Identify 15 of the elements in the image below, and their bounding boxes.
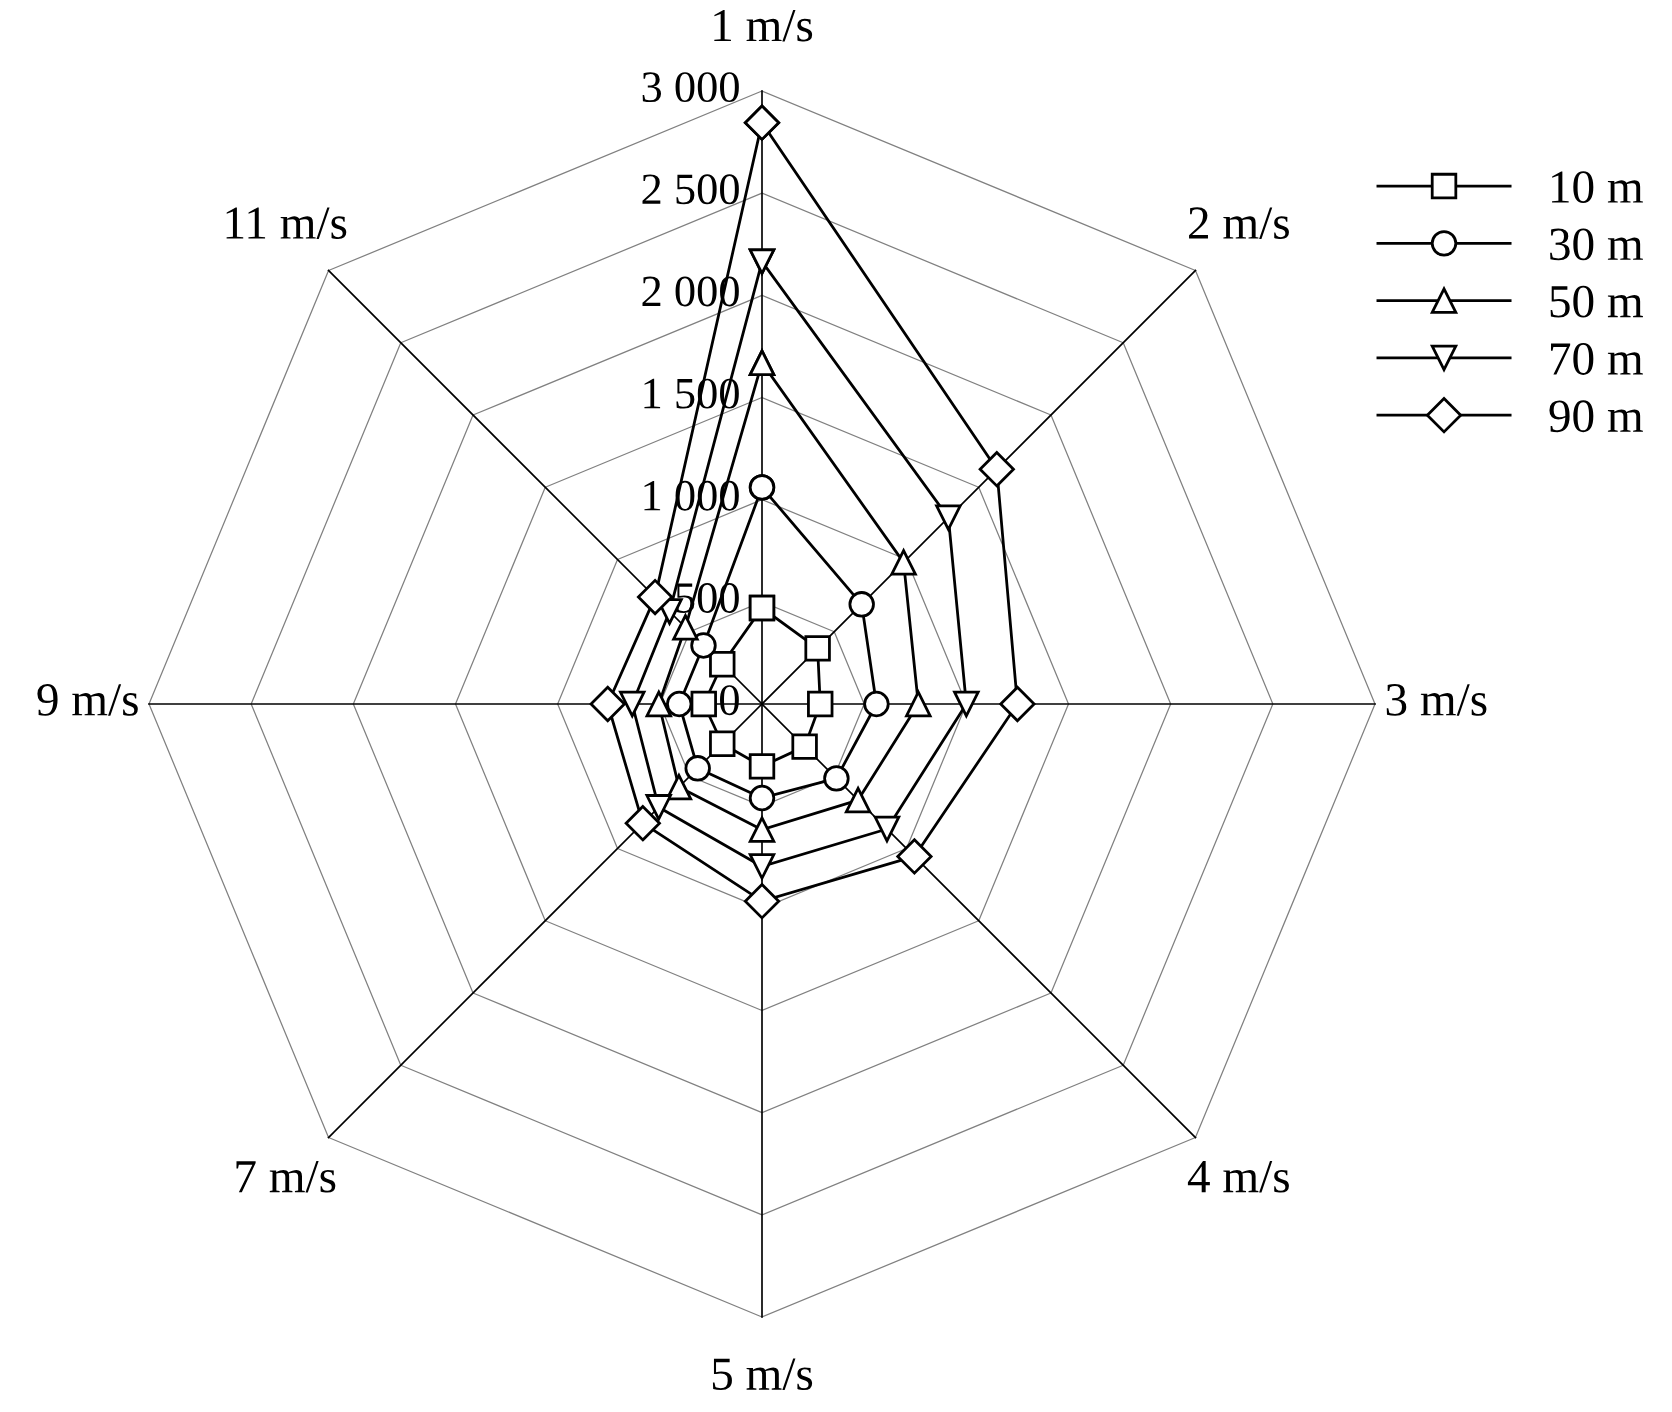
spoke-label: 5 m/s: [712, 1358, 813, 1391]
y-tick-label: 3 000: [642, 72, 739, 103]
spoke-label: 7 m/s: [236, 1161, 336, 1193]
legend-label: 10 m: [1552, 171, 1643, 204]
spoke-label: 2 m/s: [1189, 207, 1289, 240]
legend-label: 90 m: [1549, 400, 1643, 433]
spoke-label: 1 m/s: [714, 9, 813, 42]
legend-label: 50 m: [1550, 285, 1643, 318]
spoke-label: 4 m/s: [1187, 1161, 1289, 1193]
spoke-label: 9 m/s: [37, 684, 138, 716]
spoke-label: 11 m/s: [226, 207, 347, 240]
y-tick-label: 2 500: [642, 174, 739, 205]
spoke-label: 3 m/s: [1386, 684, 1487, 716]
legend-label: 70 m: [1551, 343, 1643, 375]
legend-label: 30 m: [1550, 228, 1643, 261]
